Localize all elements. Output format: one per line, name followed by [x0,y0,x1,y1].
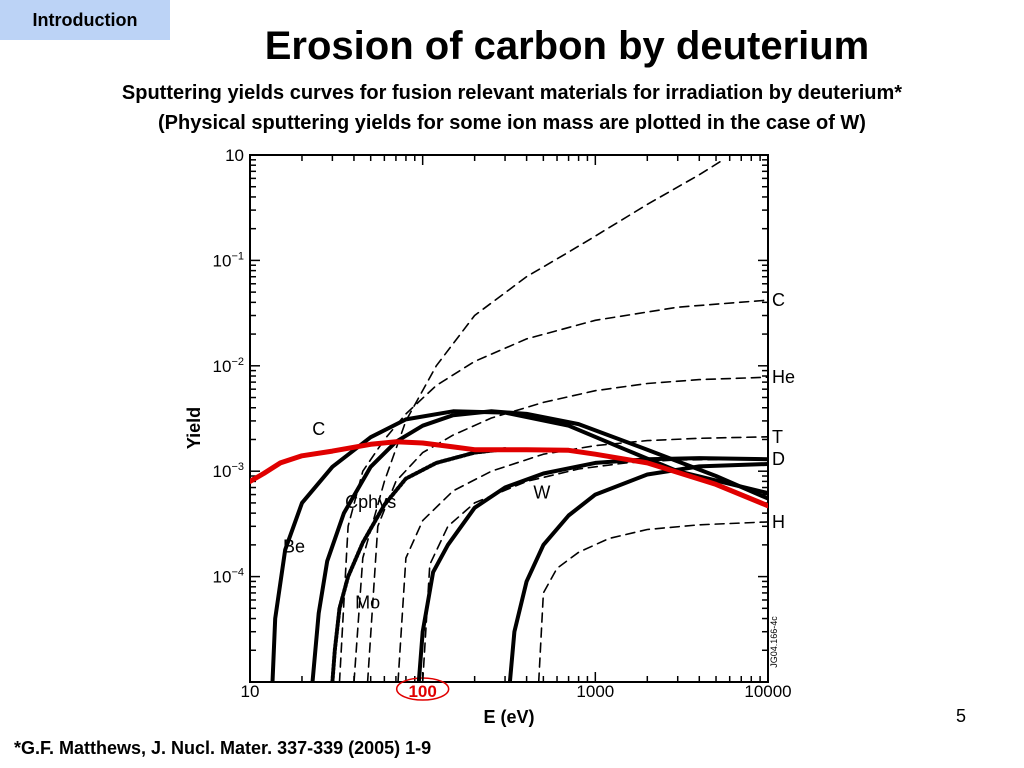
x-tick-label: 1000 [576,682,614,701]
x-axis-label: E (eV) [483,707,534,727]
end-label-he: He [772,367,795,387]
y-tick-label: 10−3 [213,461,244,481]
x-tick-label: 100 [408,682,436,701]
y-tick-label: 10−2 [213,356,244,376]
series-line-c-solid [310,409,768,682]
subtitle-line-1: Sputtering yields curves for fusion rele… [121,82,903,104]
subtitle-line-2: (Physical sputtering yields for some ion… [158,112,866,134]
curves-layer [250,159,768,682]
series-line-t-dashed [397,436,768,682]
plot-frame [249,154,769,683]
axis-labels: E (eV) Yield JG04.166-4c [184,407,779,727]
curve-label-cphys: Cphys [345,492,396,512]
curve-label-c: C [312,419,325,439]
y-axis-label: Yield [184,407,204,449]
slide-title: Erosion of carbon by deuterium [264,24,870,68]
y-tick-label: 10 [225,146,244,165]
series-line-c-dashed [338,299,768,682]
end-label-c: C [772,290,785,310]
series-line-cphys-dotted [330,447,507,682]
in-plot-labels: C Be Cphys Mo W [283,419,550,612]
page-number: 5 [955,706,966,726]
end-label-t: T [772,427,783,447]
axis-ticks: 10 100 1000 10000 10 10−1 10−2 10−3 10−4 [213,146,792,701]
curve-label-w: W [533,483,550,503]
reference-citation: *G.F. Matthews, J. Nucl. Mater. 337-339 … [14,738,432,758]
end-label-h: H [772,512,785,532]
y-tick-label: 10−1 [213,250,244,270]
curve-label-be: Be [283,536,305,556]
end-labels: C He TD H [772,290,795,532]
series-line-mo-solid [416,456,768,682]
series-line-unlabeled-dashed [353,159,724,682]
y-tick-label: 10−4 [213,567,244,587]
x-tick-label: 10 [241,682,260,701]
end-label-d: D [772,449,785,469]
x-tick-label: 10000 [744,682,791,701]
series-line-h-dashed [537,521,768,682]
series-line-be-solid [270,409,768,682]
figure-code: JG04.166-4c [769,616,779,668]
series-line-w-solid [507,462,768,682]
curve-label-mo: Mo [355,592,380,612]
section-tag: Introduction [0,0,170,40]
series-line-c-red-thick [250,439,768,509]
